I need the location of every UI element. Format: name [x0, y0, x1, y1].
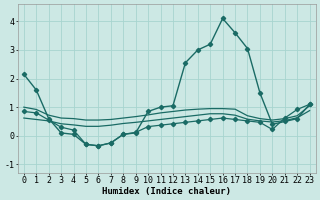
X-axis label: Humidex (Indice chaleur): Humidex (Indice chaleur) [102, 187, 231, 196]
